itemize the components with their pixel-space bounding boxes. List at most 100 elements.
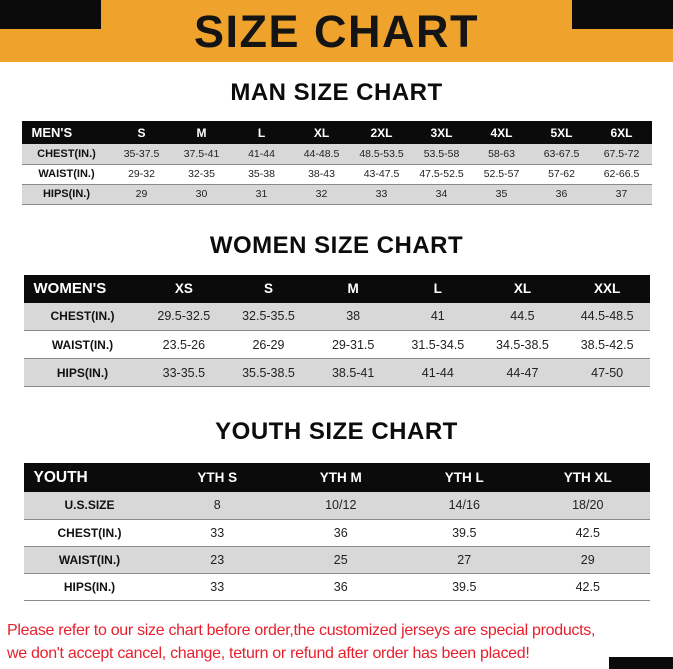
size-value-cell: 34.5-38.5 (496, 337, 549, 352)
size-value-cell: 25 (333, 552, 348, 567)
size-value-cell: 44-48.5 (303, 147, 340, 160)
size-value-cell: 31 (255, 188, 268, 200)
size-value-cell: 36 (333, 579, 348, 594)
size-value-cell: 29 (135, 188, 148, 200)
size-value-cell: 36 (555, 188, 568, 200)
measurement-row: CHEST(IN.) 29.5-32.5 32.5-35.5 38 41 44.5 44.5… (23, 302, 650, 331)
man-size-section: MAN SIZE CHART MEN'S S M L XL 2XL 3XL 4XL 5XL 6XL… (0, 62, 673, 205)
size-value-cell: 42.5 (575, 525, 600, 540)
size-column-header: S (226, 274, 311, 303)
table-head: MEN'S S M L XL 2XL 3XL 4XL 5XL 6XL (21, 121, 652, 144)
size-value-cell: 38.5-42.5 (580, 337, 634, 352)
table-body: U.S.SIZE 8 10/12 14/16 18/20 CHEST(IN.) 33 36 39… (23, 492, 650, 600)
size-value-cell: 29-31.5 (331, 337, 375, 352)
man-section-heading: MAN SIZE CHART (230, 79, 443, 106)
size-column-header: S (111, 121, 172, 144)
table-body: CHEST(IN.) 35-37.5 37.5-41 41-44 44-48.5 48.5… (21, 144, 652, 204)
size-column-header: M (310, 274, 396, 303)
size-column-header: 3XL (411, 121, 472, 144)
corner-block-bottom-right (609, 657, 673, 669)
size-value-cell: 41 (430, 309, 445, 324)
table-title-cell: YOUTH (23, 463, 156, 492)
size-value-cell: 43-47.5 (363, 168, 400, 180)
size-value-cell: 48.5-53.5 (359, 147, 404, 160)
size-column-header: XL (291, 121, 352, 144)
row-label: WAIST(IN.) (51, 337, 114, 352)
youth-size-section: YOUTH SIZE CHART YOUTH YTH S YTH M YTH L YTH… (0, 387, 673, 601)
size-value-cell: 33 (210, 579, 225, 594)
size-value-cell: 38.5-41 (331, 365, 375, 380)
size-value-cell: 14/16 (448, 498, 480, 513)
size-value-cell: 67.5-72 (603, 147, 640, 160)
size-value-cell: 44.5 (510, 309, 535, 324)
measurement-row: WAIST(IN.) 29-32 32-35 35-38 38-43 43-47.5 47.… (21, 164, 652, 184)
disclaimer: Please refer to our size chart before or… (0, 619, 673, 665)
size-value-cell: 44.5-48.5 (580, 309, 634, 324)
size-value-cell: 38 (346, 309, 361, 324)
row-label: CHEST(IN.) (50, 309, 115, 324)
size-column-header: L (231, 121, 292, 144)
size-value-cell: 27 (457, 552, 472, 567)
size-value-cell: 10/12 (325, 498, 357, 513)
table-header-row: WOMEN'S XS S M L XL XXL (23, 274, 650, 303)
size-value-cell: 26-29 (252, 337, 285, 352)
size-value-cell: 35.5-38.5 (242, 365, 295, 380)
size-column-header: 5XL (531, 121, 592, 144)
page-title: SIZE CHART (194, 5, 479, 57)
size-column-header: YTH L (402, 463, 526, 492)
table-body: CHEST(IN.) 29.5-32.5 32.5-35.5 38 41 44.5 44.5… (23, 302, 650, 387)
size-value-cell: 30 (195, 188, 208, 200)
size-value-cell: 42.5 (575, 579, 600, 594)
table-head: WOMEN'S XS S M L XL XXL (23, 274, 650, 303)
table-title-cell: WOMEN'S (23, 274, 142, 303)
row-label: WAIST(IN.) (38, 168, 95, 180)
size-value-cell: 29-32 (128, 168, 155, 180)
measurement-row: HIPS(IN.) 33 36 39.5 42.5 (23, 573, 650, 600)
size-value-cell: 37.5-41 (183, 147, 220, 160)
size-value-cell: 18/20 (572, 498, 604, 513)
size-column-header: 4XL (471, 121, 532, 144)
size-column-header: XXL (564, 274, 650, 303)
measurement-row: HIPS(IN.) 33-35.5 35.5-38.5 38.5-41 41-44 44-… (23, 358, 650, 387)
row-label: CHEST(IN.) (57, 525, 122, 540)
measurement-row: WAIST(IN.) 23.5-26 26-29 29-31.5 31.5-34.5 34… (23, 330, 650, 359)
title-banner: SIZE CHART (0, 0, 673, 62)
size-value-cell: 35-37.5 (123, 147, 160, 160)
size-value-cell: 31.5-34.5 (411, 337, 465, 352)
size-value-cell: 39.5 (452, 525, 477, 540)
size-value-cell: 23.5-26 (162, 337, 206, 352)
table-header-row: MEN'S S M L XL 2XL 3XL 4XL 5XL 6XL (21, 121, 652, 144)
size-value-cell: 34 (435, 188, 448, 200)
youth-section-heading: YOUTH SIZE CHART (215, 418, 458, 445)
corner-block-top-left (0, 0, 101, 29)
size-value-cell: 41-44 (421, 365, 454, 380)
row-label: HIPS(IN.) (63, 579, 116, 594)
size-value-cell: 37 (615, 188, 628, 200)
size-column-header: 6XL (591, 121, 652, 144)
size-value-cell: 44-47 (506, 365, 539, 380)
size-column-header: L (395, 274, 481, 303)
size-value-cell: 29 (580, 552, 595, 567)
size-value-cell: 35 (495, 188, 508, 200)
women-size-section: WOMEN SIZE CHART WOMEN'S XS S M L XL XXL CHEST(… (0, 205, 673, 388)
table-head: YOUTH YTH S YTH M YTH L YTH XL (23, 463, 650, 492)
size-column-header: YTH S (155, 463, 279, 492)
row-label: CHEST(IN.) (37, 147, 96, 160)
size-value-cell: 47.5-52.5 (419, 168, 464, 180)
measurement-row: U.S.SIZE 8 10/12 14/16 18/20 (23, 492, 650, 519)
women-section-heading: WOMEN SIZE CHART (209, 231, 464, 259)
size-column-header: 2XL (351, 121, 412, 144)
size-value-cell: 36 (333, 525, 348, 540)
row-label: HIPS(IN.) (56, 365, 109, 380)
measurement-row: HIPS(IN.) 29 30 31 32 33 34 35 36 37 (21, 184, 652, 204)
table-header-row: YOUTH YTH S YTH M YTH L YTH XL (23, 463, 650, 492)
size-value-cell: 52.5-57 (483, 168, 520, 180)
measurement-row: WAIST(IN.) 23 25 27 29 (23, 546, 650, 573)
size-value-cell: 23 (210, 552, 225, 567)
corner-block-top-right (572, 0, 673, 29)
size-value-cell: 33-35.5 (162, 365, 206, 380)
measurement-row: CHEST(IN.) 33 36 39.5 42.5 (23, 519, 650, 546)
size-value-cell: 62-66.5 (603, 168, 640, 180)
size-value-cell: 29.5-32.5 (157, 309, 211, 324)
